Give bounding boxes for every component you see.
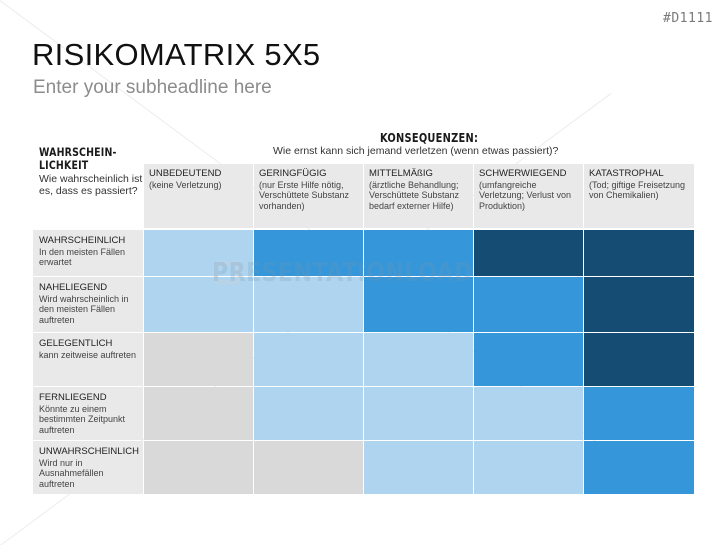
row-header-label: NAHELIEGEND	[39, 282, 108, 293]
row-header: UNWAHRSCHEINLICH Wird nur in Ausnahmefäll…	[33, 441, 143, 494]
likelihood-axis-question: Wie wahrscheinlich ist es, dass es passi…	[39, 173, 143, 197]
row-header-description: In den meisten Fällen erwartet	[39, 246, 126, 268]
risk-cell-low	[364, 387, 473, 440]
risk-cell-medium	[474, 333, 583, 386]
column-header-label: UNBEDEUTEND	[149, 168, 222, 179]
risk-cell-medium	[364, 277, 473, 332]
column-header-label: GERINGFÜGIG	[259, 168, 327, 179]
risk-cell-low	[254, 387, 363, 440]
column-header: UNBEDEUTEND (keine Verletzung)	[144, 164, 253, 228]
consequence-axis-question: Wie ernst kann sich jemand verletzen (we…	[273, 145, 559, 157]
risk-cell-low	[254, 277, 363, 332]
column-header: SCHWERWIEGEND (umfangreiche Verletzung; V…	[474, 164, 583, 228]
consequence-axis-title: KONSEQUENZEN:	[380, 131, 479, 145]
risk-cell-low	[364, 441, 473, 494]
likelihood-axis-title: WAHRSCHEIN- LICHKEIT	[39, 146, 121, 172]
risk-cell-none	[254, 441, 363, 494]
row-header-label: WAHRSCHEINLICH	[39, 235, 126, 246]
column-header-label: KATASTROPHAL	[589, 168, 664, 179]
risk-cell-high	[474, 230, 583, 276]
page-subtitle: Enter your subheadline here	[33, 77, 272, 98]
row-header-label: GELEGENTLICH	[39, 338, 113, 349]
risk-cell-none	[144, 333, 253, 386]
column-header-label: SCHWERWIEGEND	[479, 168, 567, 179]
risk-cell-medium	[254, 230, 363, 276]
risk-cell-low	[474, 387, 583, 440]
row-header-description: Wird nur in Ausnahmefällen auftreten	[39, 457, 104, 489]
risk-cell-medium	[364, 230, 473, 276]
column-header: KATASTROPHAL (Tod; giftige Freisetzung vo…	[584, 164, 694, 228]
column-header-description: (umfangreiche Verletzung; Verlust von Pr…	[479, 179, 572, 211]
page-title: RISIKOMATRIX 5X5	[32, 37, 321, 72]
risk-cell-high	[584, 333, 694, 386]
slide-id: #D1111	[663, 11, 713, 26]
row-header: WAHRSCHEINLICH In den meisten Fällen erwa…	[33, 230, 143, 276]
risk-cell-high	[584, 230, 694, 276]
risk-cell-low	[254, 333, 363, 386]
risk-cell-high	[584, 277, 694, 332]
risk-cell-low	[144, 230, 253, 276]
risk-cell-none	[144, 441, 253, 494]
risk-cell-low	[144, 277, 253, 332]
risk-cell-low	[474, 441, 583, 494]
column-header: MITTELMÄßIG (ärztliche Behandlung; Versch…	[364, 164, 473, 228]
column-header-description: (keine Verletzung)	[149, 179, 222, 190]
row-header: FERNLIEGEND Könnte zu einem bestimmten Ze…	[33, 387, 143, 440]
likelihood-axis-title-line1: WAHRSCHEIN-	[39, 145, 117, 159]
likelihood-axis-title-line2: LICHKEIT	[39, 158, 89, 172]
row-header: GELEGENTLICH kann zeitweise auftreten	[33, 333, 143, 386]
risk-cell-medium	[584, 387, 694, 440]
column-header-description: (Tod; giftige Freisetzung von Chemikalie…	[589, 179, 686, 201]
risk-cell-none	[144, 387, 253, 440]
column-header-description: (ärztliche Behandlung; Verschüttete Subs…	[369, 179, 460, 211]
row-header-label: UNWAHRSCHEINLICH	[39, 446, 139, 457]
risk-cell-medium	[584, 441, 694, 494]
risk-cell-medium	[474, 277, 583, 332]
column-header-label: MITTELMÄßIG	[369, 168, 433, 179]
row-header-description: Wird wahrscheinlich in den meisten Fälle…	[39, 293, 129, 325]
column-header-description: (nur Erste Hilfe nötig, Verschüttete Sub…	[259, 179, 350, 211]
row-header-description: Könnte zu einem bestimmten Zeitpunkt auf…	[39, 403, 126, 435]
risk-cell-low	[364, 333, 473, 386]
row-header-description: kann zeitweise auftreten	[39, 349, 137, 360]
column-header: GERINGFÜGIG (nur Erste Hilfe nötig, Versc…	[254, 164, 363, 228]
row-header: NAHELIEGEND Wird wahrscheinlich in den me…	[33, 277, 143, 332]
row-header-label: FERNLIEGEND	[39, 392, 107, 403]
